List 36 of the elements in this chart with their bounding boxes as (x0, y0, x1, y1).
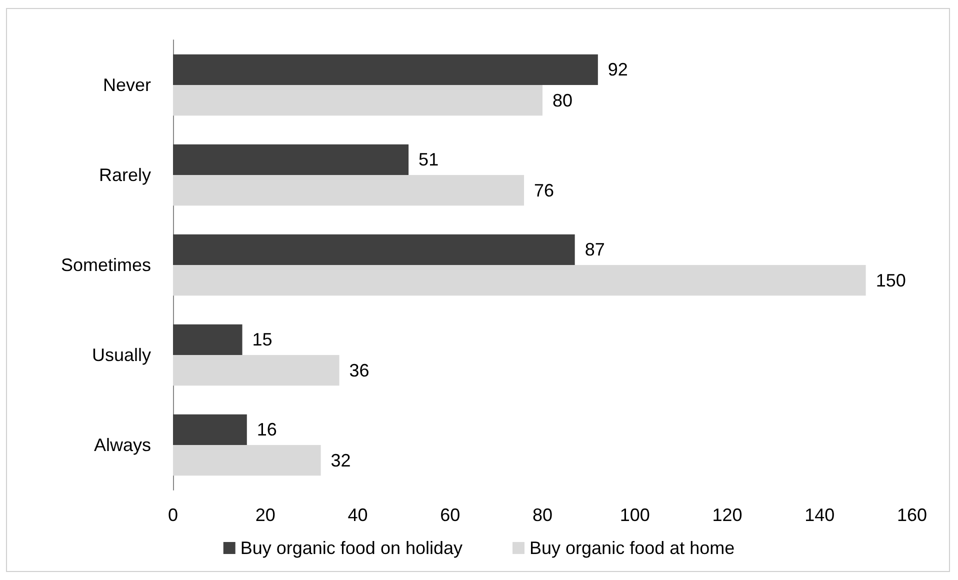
bar (173, 355, 340, 386)
x-tick-label: 80 (532, 505, 553, 525)
bar (173, 144, 409, 175)
bar (173, 85, 542, 116)
bar (173, 445, 321, 476)
x-tick-label: 100 (620, 505, 650, 525)
legend-label: Buy organic food on holiday (240, 538, 463, 558)
x-tick-label: 20 (255, 505, 276, 525)
data-label: 80 (552, 90, 573, 110)
legend-label: Buy organic food at home (530, 538, 735, 558)
y-tick-label: Usually (92, 345, 151, 365)
data-label: 15 (252, 330, 272, 350)
x-tick-label: 160 (896, 505, 928, 525)
data-label: 16 (256, 420, 277, 440)
data-label: 36 (349, 360, 370, 380)
bar (173, 175, 524, 206)
x-tick-label: 140 (804, 505, 835, 525)
data-label: 92 (608, 60, 628, 80)
x-tick-label: 60 (440, 505, 460, 525)
bar (173, 54, 598, 85)
y-tick-label: Never (102, 75, 152, 95)
bar (173, 234, 575, 265)
y-tick-label: Sometimes (60, 255, 151, 275)
data-label: 87 (584, 240, 605, 260)
y-tick-label: Rarely (98, 165, 151, 185)
data-label: 32 (330, 450, 351, 470)
data-label: 76 (534, 180, 554, 200)
x-tick-label: 120 (712, 505, 742, 525)
bar (173, 265, 866, 296)
bar (173, 324, 242, 355)
bar (173, 414, 247, 445)
y-tick-label: Always (94, 435, 151, 455)
x-tick-label: 0 (168, 505, 178, 525)
x-tick-label: 40 (348, 505, 368, 525)
data-label: 150 (876, 270, 906, 290)
data-label: 51 (418, 150, 439, 170)
